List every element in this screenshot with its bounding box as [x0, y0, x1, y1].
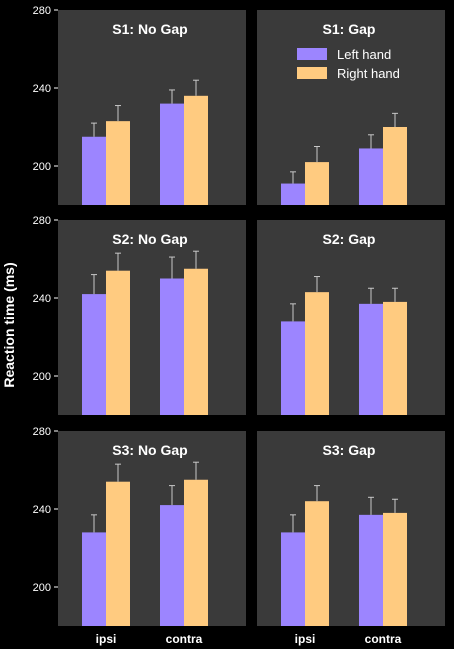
chart-panel: 200 240 280 S2: No Gap [33, 215, 246, 415]
chart-panel: S3: Gap [257, 431, 445, 626]
bar [82, 532, 106, 626]
bar [305, 292, 329, 415]
bar [281, 532, 305, 626]
y-tick-label: 200 [33, 371, 51, 383]
legend-label: Left hand [337, 47, 391, 62]
bar [160, 103, 184, 205]
x-tick-label: contra [365, 632, 402, 646]
bar [383, 512, 407, 626]
bar [184, 479, 208, 626]
y-tick-label: 200 [33, 161, 51, 173]
chart-panel: 200 240 280 S1: No Gap [33, 5, 246, 205]
legend: Left hand Right hand [297, 47, 400, 81]
legend-swatch [297, 48, 327, 60]
panel-title: S2: No Gap [112, 231, 187, 247]
chart-panel: S2: Gap [257, 220, 445, 415]
legend-label: Right hand [337, 66, 400, 81]
bar [184, 95, 208, 205]
bar [184, 268, 208, 415]
bar [305, 162, 329, 205]
y-tick-label: 280 [33, 5, 51, 17]
bar [383, 301, 407, 415]
bar [82, 294, 106, 415]
bar [359, 514, 383, 626]
bar [160, 278, 184, 415]
bar [305, 501, 329, 626]
bar [383, 127, 407, 205]
bar [359, 303, 383, 415]
panel-title: S1: Gap [323, 21, 376, 37]
bar [281, 183, 305, 205]
x-tick-label: contra [166, 632, 203, 646]
y-tick-label: 280 [33, 215, 51, 227]
panel-title: S3: No Gap [112, 442, 187, 458]
chart-panel: 200 240 280 S3: No Gap [33, 426, 246, 626]
panel-background [257, 10, 445, 205]
panel-title: S1: No Gap [112, 21, 187, 37]
bar [281, 321, 305, 415]
panel-title: S3: Gap [323, 442, 376, 458]
x-tick-label: ipsi [96, 632, 117, 646]
y-tick-label: 240 [33, 504, 51, 516]
y-tick-label: 240 [33, 83, 51, 95]
legend-swatch [297, 67, 327, 79]
y-tick-label: 280 [33, 426, 51, 438]
y-tick-label: 240 [33, 293, 51, 305]
bar [160, 505, 184, 626]
bar [359, 148, 383, 205]
bar [106, 481, 130, 626]
y-axis-label: Reaction time (ms) [1, 262, 17, 387]
bar [106, 121, 130, 205]
y-tick-label: 200 [33, 582, 51, 594]
chart-panel: S1: Gap [257, 10, 445, 205]
bar [106, 270, 130, 415]
panel-title: S2: Gap [323, 231, 376, 247]
x-tick-label: ipsi [295, 632, 316, 646]
bar [82, 136, 106, 205]
